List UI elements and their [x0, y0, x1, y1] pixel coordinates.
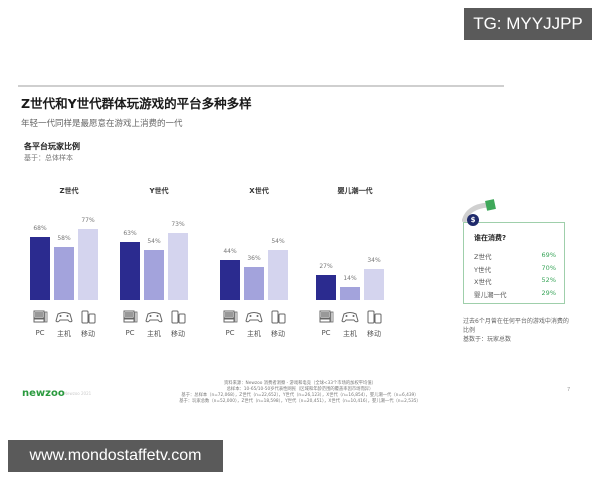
- pc-icon: [120, 309, 140, 323]
- header-divider: [18, 85, 504, 87]
- spending-row-label: X世代: [474, 278, 492, 286]
- bar-column: 44%: [220, 248, 240, 300]
- chart-base-note: 基于：总体样本: [24, 154, 73, 162]
- logo-tagline: Newzoo 2021: [64, 391, 92, 396]
- group-label: X世代: [249, 187, 269, 195]
- bar-column: 63%: [120, 230, 140, 300]
- bar: [54, 247, 74, 300]
- bar-value-label: 54%: [147, 238, 161, 245]
- pc-icon: [220, 309, 240, 323]
- spending-row-value: 29%: [541, 289, 556, 297]
- spending-row-value: 69%: [541, 251, 556, 259]
- spending-row: Z世代 69%: [474, 251, 556, 261]
- bar-value-label: 54%: [271, 238, 285, 245]
- platform-label: 移动: [367, 330, 381, 338]
- pc-icon: [30, 309, 50, 323]
- chart-title: 各平台玩家比例: [24, 142, 80, 151]
- spending-row-label: 婴儿潮一代: [474, 291, 507, 299]
- group-label: Z世代: [59, 187, 79, 195]
- platform-label: 主机: [247, 330, 261, 338]
- bar-value-label: 68%: [33, 225, 47, 232]
- chart-group: 婴儿潮一代 27% PC 14% 主机 34% 移动: [310, 186, 400, 342]
- slide-title: Z世代和Y世代群体玩游戏的平台多种多样: [21, 96, 252, 111]
- dollar-coin-icon: $: [467, 214, 479, 226]
- platform-label: 主机: [343, 330, 357, 338]
- platform-label: 主机: [147, 330, 161, 338]
- bar-value-label: 36%: [247, 255, 261, 262]
- platform-label: PC: [225, 329, 235, 337]
- bar: [120, 242, 140, 300]
- mobile-icon: [168, 309, 188, 324]
- group-label: Y世代: [149, 187, 169, 195]
- spending-row-value: 70%: [541, 264, 556, 272]
- bar-value-label: 14%: [343, 275, 357, 282]
- bar: [268, 250, 288, 300]
- spending-card-title: 谁在消费?: [474, 234, 507, 242]
- platform-label: PC: [35, 329, 45, 337]
- mobile-icon: [364, 309, 384, 324]
- chart-group: Z世代 68% PC 58% 主机 77% 移动: [24, 186, 114, 342]
- bar-column: 14%: [340, 275, 360, 300]
- bar-column: 73%: [168, 221, 188, 300]
- spending-row-label: Z世代: [474, 253, 492, 261]
- bar-column: 68%: [30, 225, 50, 300]
- bar: [220, 260, 240, 300]
- bar: [340, 287, 360, 300]
- bar-column: 36%: [244, 255, 264, 300]
- bar: [144, 250, 164, 300]
- spending-card: 谁在消费? Z世代 69% Y世代 70% X世代 52% 婴儿潮一代 29%: [463, 222, 565, 304]
- spending-row-value: 52%: [541, 276, 556, 284]
- watermark-bottom: www.mondostaffetv.com: [8, 440, 223, 472]
- slide-subtitle: 年轻一代同样是最愿意在游戏上消费的一代: [21, 119, 183, 129]
- pc-icon: [316, 309, 336, 323]
- spending-note: 过去6个月曾在任何平台的游戏中消费的比例 基数于：玩家总数: [463, 318, 569, 343]
- bar-column: 77%: [78, 217, 98, 300]
- bar-column: 34%: [364, 257, 384, 300]
- bar-column: 54%: [144, 238, 164, 300]
- card-decoration-icon: [461, 198, 502, 228]
- newzoo-logo: newzoo: [22, 388, 65, 399]
- spending-row: X世代 52%: [474, 276, 556, 286]
- gamepad-icon: [54, 309, 74, 323]
- bar-column: 27%: [316, 263, 336, 300]
- bar-value-label: 63%: [123, 230, 137, 237]
- gamepad-icon: [244, 309, 264, 323]
- bar: [244, 267, 264, 300]
- page-number: 7: [567, 387, 571, 393]
- group-label: 婴儿潮一代: [337, 187, 373, 195]
- source-notes: 资料来源：Newzoo 消费者洞察 - 游戏和电竞（全球<33个市场的加权平均值…: [179, 381, 421, 404]
- platform-label: 移动: [171, 330, 185, 338]
- bar-column: 58%: [54, 235, 74, 300]
- platform-label: 移动: [81, 330, 95, 338]
- bar-value-label: 58%: [57, 235, 71, 242]
- bar: [316, 275, 336, 300]
- mobile-icon: [78, 309, 98, 324]
- mobile-icon: [268, 309, 288, 324]
- bar-value-label: 73%: [171, 221, 185, 228]
- bar: [364, 269, 384, 300]
- bar: [168, 233, 188, 300]
- bar: [78, 229, 98, 300]
- bar-value-label: 27%: [319, 263, 333, 270]
- platform-label: PC: [321, 329, 331, 337]
- bar-column: 54%: [268, 238, 288, 300]
- spending-row-label: Y世代: [474, 266, 491, 274]
- chart-group: Y世代 63% PC 54% 主机 73% 移动: [114, 186, 204, 342]
- platform-label: PC: [125, 329, 135, 337]
- platform-label: 移动: [271, 330, 285, 338]
- bar-value-label: 34%: [367, 257, 381, 264]
- platform-label: 主机: [57, 330, 71, 338]
- chart-group: X世代 44% PC 36% 主机 54% 移动: [214, 186, 304, 342]
- gamepad-icon: [340, 309, 360, 323]
- spending-row: Y世代 70%: [474, 264, 556, 274]
- bar: [30, 237, 50, 300]
- spending-row: 婴儿潮一代 29%: [474, 289, 556, 299]
- watermark-top: TG: MYYJJPP: [464, 8, 592, 40]
- bar-value-label: 44%: [223, 248, 237, 255]
- gamepad-icon: [144, 309, 164, 323]
- bar-value-label: 77%: [81, 217, 95, 224]
